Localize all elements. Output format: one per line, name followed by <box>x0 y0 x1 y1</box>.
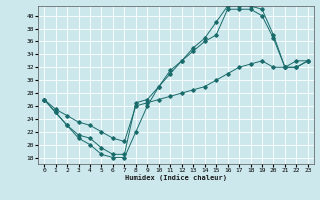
X-axis label: Humidex (Indice chaleur): Humidex (Indice chaleur) <box>125 175 227 181</box>
